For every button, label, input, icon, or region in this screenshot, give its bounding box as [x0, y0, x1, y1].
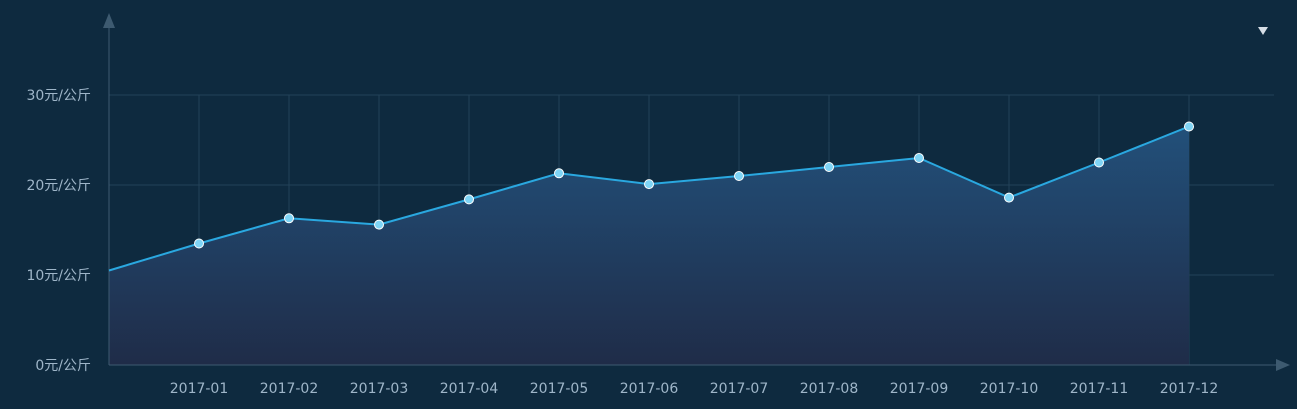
y-tick-label: 20元/公斤 — [26, 178, 91, 194]
x-tick-label: 2017-05 — [530, 381, 589, 397]
x-tick-label: 2017-10 — [980, 381, 1039, 397]
y-tick-label: 30元/公斤 — [26, 88, 91, 104]
axis-layer — [103, 13, 1290, 371]
data-point — [1004, 192, 1014, 203]
data-point — [374, 219, 384, 230]
data-point — [824, 162, 834, 172]
x-tick-label: 2017-11 — [1070, 381, 1129, 397]
data-point — [464, 194, 474, 205]
data-point — [914, 153, 924, 163]
x-tick-label: 2017-04 — [440, 381, 499, 397]
x-axis-arrow — [1276, 359, 1290, 371]
marker-layer — [194, 121, 1194, 249]
data-point — [644, 179, 654, 190]
data-point — [554, 168, 564, 179]
x-tick-label: 2017-01 — [170, 381, 229, 397]
x-tick-label: 2017-12 — [1160, 381, 1219, 397]
x-tick-label: 2017-02 — [260, 381, 319, 397]
data-point — [1184, 121, 1194, 132]
y-axis-arrow — [103, 13, 115, 28]
x-tick-label: 2017-08 — [800, 381, 859, 397]
data-point — [194, 238, 204, 249]
x-tick-label: 2017-09 — [890, 381, 949, 397]
area-fill — [109, 126, 1189, 365]
caret-down-icon[interactable] — [1255, 24, 1271, 38]
data-point — [1094, 157, 1104, 168]
area-layer — [109, 126, 1189, 365]
x-tick-label: 2017-03 — [350, 381, 409, 397]
x-tick-label: 2017-07 — [710, 381, 769, 397]
y-tick-label: 10元/公斤 — [26, 268, 91, 284]
x-tick-label: 2017-06 — [620, 381, 679, 397]
y-tick-label: 0元/公斤 — [35, 358, 91, 374]
data-point — [734, 171, 744, 181]
data-point — [284, 213, 294, 224]
label-layer: 2017-01 2017-02 2017-03 2017-04 2017-05 2017-… — [26, 88, 1218, 397]
